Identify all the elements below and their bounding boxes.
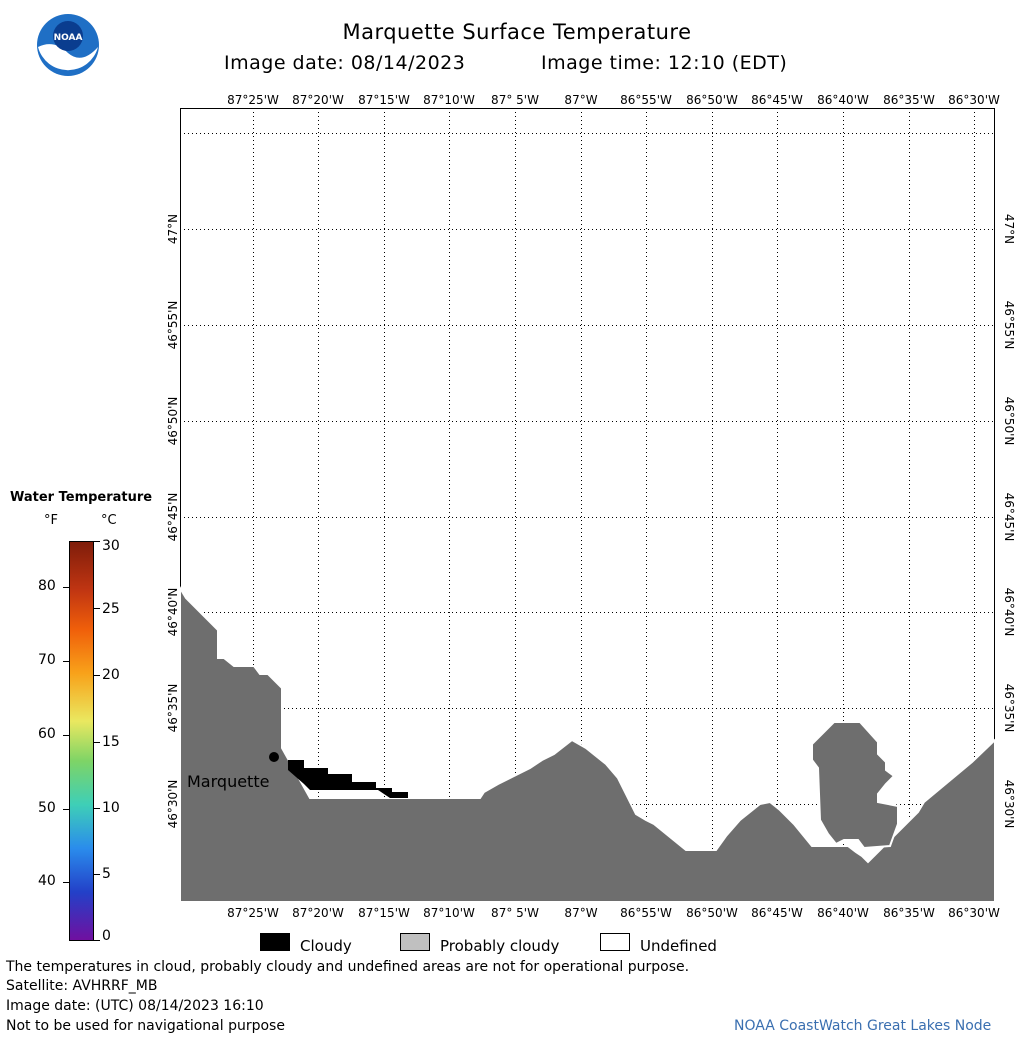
cloud-patch bbox=[288, 760, 408, 798]
lon-top-label: 86°30'W bbox=[948, 93, 1000, 107]
map-title: Marquette Surface Temperature bbox=[342, 20, 692, 44]
colorbar-ticks bbox=[63, 541, 100, 941]
c-tick-20: 20 bbox=[102, 667, 120, 683]
marquette-label: Marquette bbox=[187, 772, 270, 791]
lon-bottom-label: 86°30'W bbox=[948, 906, 1000, 920]
c-tick-30: 30 bbox=[102, 538, 120, 554]
f-tick-50: 50 bbox=[38, 800, 56, 816]
cloudy-label: Cloudy bbox=[300, 937, 352, 955]
f-tick-80: 80 bbox=[38, 578, 56, 594]
f-tick-70: 70 bbox=[38, 652, 56, 668]
c-tick-25: 25 bbox=[102, 601, 120, 617]
lon-bottom-label: 87°15'W bbox=[358, 906, 410, 920]
lat-left-label: 46°45'N bbox=[166, 492, 180, 542]
f-tick-60: 60 bbox=[38, 726, 56, 742]
lat-left-label: 46°40'N bbox=[166, 587, 180, 637]
lat-left-label: 46°55'N bbox=[166, 300, 180, 350]
c-tick-0: 0 bbox=[102, 928, 111, 944]
lat-right-label: 46°30'N bbox=[1002, 779, 1016, 829]
unit-celsius: °C bbox=[101, 513, 117, 528]
lon-top-label: 87°25'W bbox=[227, 93, 279, 107]
lon-top-label: 86°50'W bbox=[686, 93, 738, 107]
image-date: Image date: 08/14/2023 bbox=[224, 52, 466, 74]
footer-navigation-warning: Not to be used for navigational purpose bbox=[6, 1018, 285, 1034]
unit-fahrenheit: °F bbox=[44, 513, 58, 528]
lon-bottom-label: 87°20'W bbox=[292, 906, 344, 920]
lat-right-label: 46°55'N bbox=[1002, 300, 1016, 350]
legend-title: Water Temperature bbox=[10, 490, 153, 505]
lon-bottom-label: 86°40'W bbox=[817, 906, 869, 920]
f-tick-40: 40 bbox=[38, 873, 56, 889]
lon-bottom-label: 87°10'W bbox=[423, 906, 475, 920]
lat-left-label: 46°50'N bbox=[166, 396, 180, 446]
c-tick-15: 15 bbox=[102, 734, 120, 750]
cloudy-swatch bbox=[260, 933, 290, 951]
land-area bbox=[180, 586, 995, 902]
lon-top-label: 87°20'W bbox=[292, 93, 344, 107]
lon-top-label: 87° 5'W bbox=[491, 93, 539, 107]
footer-satellite: Satellite: AVHRRF_MB bbox=[6, 978, 158, 994]
c-tick-5: 5 bbox=[102, 866, 111, 882]
map-area bbox=[180, 108, 995, 902]
lat-right-label: 46°35'N bbox=[1002, 683, 1016, 733]
lon-bottom-label: 86°55'W bbox=[620, 906, 672, 920]
offshore-blob bbox=[811, 721, 899, 850]
noaa-logo-text: NOAA bbox=[54, 33, 83, 43]
footer-disclaimer: The temperatures in cloud, probably clou… bbox=[6, 959, 690, 975]
temperature-colorbar bbox=[69, 541, 94, 941]
marquette-point bbox=[269, 752, 279, 762]
lon-bottom-label: 87°25'W bbox=[227, 906, 279, 920]
undefined-label: Undefined bbox=[640, 937, 717, 955]
lon-top-label: 86°45'W bbox=[751, 93, 803, 107]
lat-left-label: 46°30'N bbox=[166, 779, 180, 829]
lon-top-label: 86°35'W bbox=[883, 93, 935, 107]
graticule bbox=[180, 108, 995, 902]
lon-top-label: 87°15'W bbox=[358, 93, 410, 107]
lat-right-label: 46°50'N bbox=[1002, 396, 1016, 446]
lon-top-label: 87°W bbox=[564, 93, 598, 107]
lat-left-label: 46°35'N bbox=[166, 683, 180, 733]
lat-right-label: 47°N bbox=[1002, 213, 1016, 245]
lon-bottom-label: 86°35'W bbox=[883, 906, 935, 920]
probably-cloudy-label: Probably cloudy bbox=[440, 937, 560, 955]
lon-bottom-label: 87° 5'W bbox=[491, 906, 539, 920]
lon-bottom-label: 86°45'W bbox=[751, 906, 803, 920]
c-tick-10: 10 bbox=[102, 800, 120, 816]
lon-top-label: 86°40'W bbox=[817, 93, 869, 107]
undefined-swatch bbox=[600, 933, 630, 951]
probably-cloudy-swatch bbox=[400, 933, 430, 951]
lon-bottom-label: 86°50'W bbox=[686, 906, 738, 920]
footer-credit: NOAA CoastWatch Great Lakes Node bbox=[734, 1018, 992, 1034]
lon-top-label: 86°55'W bbox=[620, 93, 672, 107]
image-time: Image time: 12:10 (EDT) bbox=[541, 52, 788, 74]
lat-right-label: 46°45'N bbox=[1002, 492, 1016, 542]
lat-right-label: 46°40'N bbox=[1002, 587, 1016, 637]
noaa-logo-icon: NOAA bbox=[37, 14, 99, 76]
lat-left-label: 47°N bbox=[166, 213, 180, 245]
lon-top-label: 87°10'W bbox=[423, 93, 475, 107]
footer-utc-date: Image date: (UTC) 08/14/2023 16:10 bbox=[6, 998, 264, 1014]
lon-bottom-label: 87°W bbox=[564, 906, 598, 920]
